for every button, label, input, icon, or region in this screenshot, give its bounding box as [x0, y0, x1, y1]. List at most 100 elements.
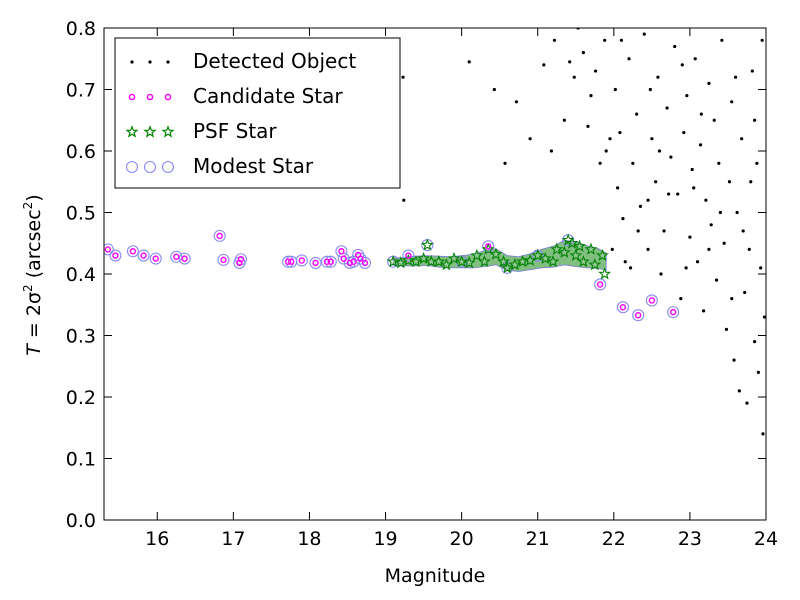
y-axis-title-sup1: 2: [21, 284, 35, 292]
legend-psf-star-marker: [143, 125, 157, 138]
legend-marker-modest: [125, 160, 175, 174]
detected-object-point: [679, 297, 683, 301]
legend-marker-psf: [125, 125, 175, 138]
detected-object-point: [761, 432, 765, 436]
detected-object-point: [646, 247, 650, 251]
modest-star-point: [178, 252, 191, 265]
detected-object-point: [613, 87, 617, 92]
x-tick-label: 18: [297, 528, 321, 550]
psf-star-point: [447, 251, 461, 265]
legend-label-psf-star: PSF Star: [193, 119, 277, 143]
candidate-star-point: [338, 248, 345, 255]
legend-marker-candidate: [128, 93, 172, 101]
modest-star-point: [170, 250, 183, 263]
psf-star-point: [394, 256, 408, 269]
legend: Detected Object Candidate Star PSF Star …: [114, 37, 401, 189]
psf-star-point: [500, 261, 514, 274]
psf-star-point: [489, 247, 503, 260]
detected-object-point: [603, 38, 607, 42]
modest-star-point: [645, 294, 658, 307]
candidate-star-point: [361, 259, 369, 267]
modest-star-point: [667, 306, 680, 319]
x-tick-label: 16: [145, 528, 169, 550]
detected-object-point: [690, 167, 694, 172]
detected-object-point: [628, 266, 633, 270]
candidate-star-point: [346, 259, 353, 267]
legend-label-modest-star: Modest Star: [193, 154, 314, 178]
y-axis-title-mid: = 2σ: [23, 292, 45, 344]
candidate-star-point: [173, 253, 180, 260]
psf-star-point: [432, 254, 446, 268]
candidate-star-point: [237, 256, 245, 263]
detected-object-point: [623, 260, 627, 264]
detected-object-point: [682, 130, 686, 135]
detected-object-point: [621, 217, 625, 221]
detected-object-point: [676, 192, 680, 196]
detected-object-point: [702, 309, 706, 313]
candidate-star-point: [634, 312, 642, 319]
detected-object-point: [760, 38, 764, 42]
y-tick-label: 0.1: [66, 449, 96, 471]
modest-star-point: [632, 309, 645, 322]
detected-object-point: [598, 161, 602, 165]
detected-object-point: [608, 137, 612, 141]
detected-object-point: [646, 198, 650, 202]
detected-object-point: [750, 69, 754, 73]
detected-object-point: [669, 155, 673, 159]
candidate-star-point: [216, 232, 223, 240]
detected-object-point: [657, 149, 662, 153]
detected-object-point: [745, 401, 749, 405]
detected-object-point: [648, 87, 652, 92]
psf-star-point: [439, 258, 453, 271]
x-tick-label: 21: [526, 528, 550, 550]
modest-star-point: [149, 252, 162, 265]
candidate-star-point: [220, 256, 227, 264]
y-axis-title-sup2: 2: [21, 202, 35, 210]
y-tick-label: 0.7: [66, 80, 96, 102]
y-tick-label: 0.4: [66, 264, 96, 286]
detected-object-point: [654, 180, 658, 184]
x-tick-label: 19: [373, 528, 397, 550]
detected-object-point: [619, 38, 624, 42]
x-axis-title: Magnitude: [385, 565, 486, 587]
detected-object-point: [610, 247, 614, 251]
psf-star-point: [550, 242, 564, 255]
detected-object-point: [704, 198, 708, 202]
detected-object-point: [759, 266, 763, 270]
modest-star-point: [324, 255, 337, 268]
psf-star-point: [595, 248, 609, 262]
detected-object-point: [402, 198, 406, 202]
candidate-star-point: [284, 258, 292, 265]
legend-label-candidate-star: Candidate Star: [193, 84, 343, 108]
detected-object-point: [635, 112, 639, 116]
candidate-star-point: [152, 255, 159, 262]
candidate-star-point: [619, 304, 627, 311]
psf-star-point: [478, 254, 491, 268]
detected-object-point: [741, 229, 745, 233]
detected-object-point: [568, 60, 572, 64]
x-tick-label: 17: [221, 528, 245, 550]
detected-object-point: [712, 118, 716, 122]
detected-object-point: [542, 63, 546, 67]
detected-object-point: [636, 229, 640, 233]
legend-psf-star-marker: [125, 125, 139, 138]
psf-star-point: [538, 251, 552, 265]
x-tick-label: 24: [754, 528, 778, 550]
detected-object-point: [604, 149, 608, 153]
psf-star-point: [573, 239, 587, 252]
candidate-star-point: [327, 258, 334, 265]
detected-object-point: [667, 192, 671, 196]
detected-object-point: [730, 100, 734, 104]
detected-object-point: [586, 124, 590, 128]
detected-object-point: [730, 297, 734, 301]
detected-object-point: [747, 247, 751, 251]
candidate-star-point: [648, 297, 656, 304]
detected-object-point: [717, 161, 721, 165]
y-axis-title-lhs: T: [23, 343, 45, 356]
psf-star-point: [409, 254, 423, 268]
detected-object-point: [743, 290, 747, 295]
detected-object-point: [718, 210, 722, 215]
detected-object-point: [693, 57, 697, 61]
psf-star-point: [531, 248, 545, 262]
